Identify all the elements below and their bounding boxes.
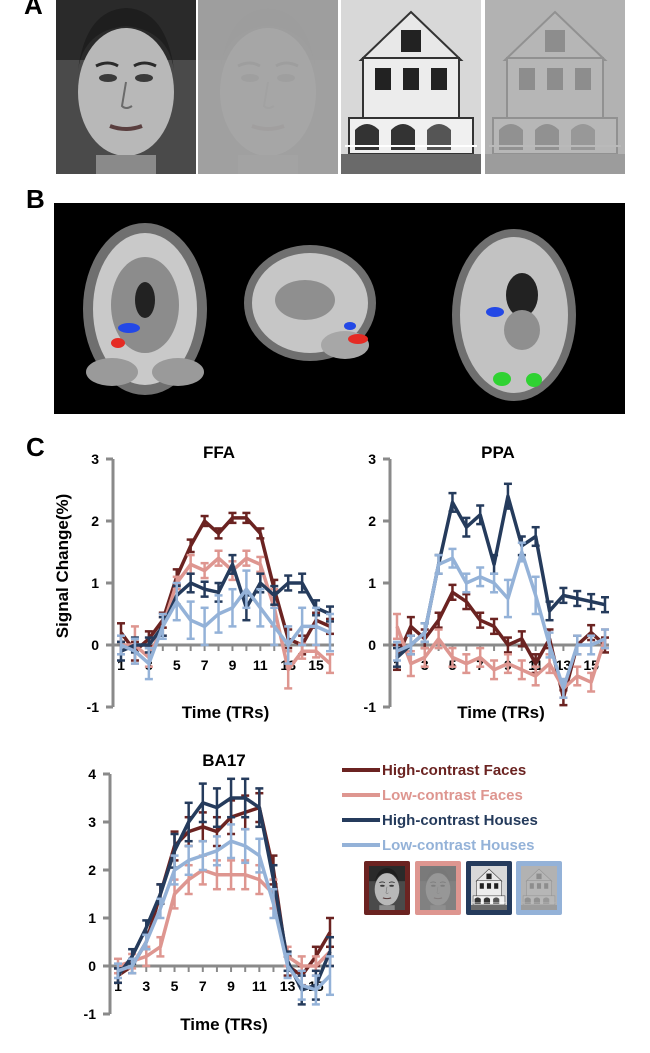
y-tick-label: 3: [368, 451, 376, 467]
y-tick-label: 4: [88, 766, 96, 782]
x-axis-label: Time (TRs): [182, 703, 270, 722]
x-tick-label: 11: [253, 657, 268, 673]
panel-label-a: A: [24, 0, 43, 20]
thumbnail-house-low-contrast: [516, 861, 562, 915]
series-line: [120, 587, 331, 666]
series-line: [396, 550, 606, 691]
roi-blue-coronal: [118, 323, 140, 333]
x-tick-label: 1: [114, 978, 122, 994]
y-axis-label: Signal Change(%): [53, 494, 72, 639]
chart-title: FFA: [203, 443, 235, 462]
series-low-contrast-houses: [393, 541, 609, 699]
y-tick-label: -1: [87, 699, 100, 715]
panel-label-c: C: [26, 432, 45, 462]
x-axis-label: Time (TRs): [180, 1015, 268, 1034]
y-tick-label: 2: [91, 513, 99, 529]
chart-ppa: PPA-1012313579111315Time (TRs): [364, 443, 609, 722]
y-tick-label: 0: [91, 637, 99, 653]
y-tick-label: 1: [368, 575, 376, 591]
series-low-contrast-houses: [117, 569, 334, 681]
y-tick-label: 0: [368, 637, 376, 653]
series-line: [120, 562, 331, 653]
legend: High-contrast Faces Low-contrast Faces Hig…: [342, 762, 538, 854]
stimulus-strip: [54, 0, 626, 176]
series-line: [395, 625, 607, 691]
y-tick-label: 2: [88, 862, 96, 878]
coronal-slice: [83, 223, 207, 395]
y-tick-label: 1: [91, 575, 99, 591]
chart-ffa: FFA-1012313579111315Time (TRs): [87, 443, 334, 722]
chart-title: BA17: [202, 751, 245, 770]
x-tick-label: 5: [173, 657, 181, 673]
roi-red-coronal: [111, 338, 125, 348]
y-tick-label: -1: [364, 699, 377, 715]
panel-label-b: B: [26, 184, 45, 214]
y-tick-label: 0: [88, 958, 96, 974]
thumbnail-house-high-contrast: [466, 861, 512, 915]
roi-green-right: [526, 373, 542, 387]
legend-label: High-contrast Houses: [382, 812, 538, 829]
brain-slices-panel: [54, 203, 625, 414]
series-line: [117, 868, 332, 968]
legend-label: High-contrast Faces: [382, 762, 526, 779]
x-tick-label: 11: [252, 978, 267, 994]
stimulus-face-high-contrast: [54, 0, 198, 176]
y-tick-label: 1: [88, 910, 96, 926]
series-line: [117, 805, 332, 978]
x-tick-label: 5: [171, 978, 179, 994]
legend-label: Low-contrast Faces: [382, 787, 523, 804]
roi-blue-sagittal: [344, 322, 356, 330]
x-tick-label: 9: [227, 978, 235, 994]
series-line: [119, 516, 331, 653]
y-tick-label: 3: [91, 451, 99, 467]
series-low-contrast-houses: [114, 823, 334, 1006]
thumbnail-face-high-contrast: [364, 861, 410, 915]
y-tick-label: 2: [368, 513, 376, 529]
thumbnail-face-low-contrast: [415, 861, 461, 915]
roi-green-left: [493, 372, 511, 386]
stimulus-house-high-contrast: [340, 0, 482, 175]
chart-ba17: BA17-10123413579111315Time (TRs): [84, 751, 334, 1034]
x-tick-label: 7: [199, 978, 207, 994]
x-tick-label: 13: [280, 978, 296, 994]
sagittal-slice: [244, 245, 376, 361]
chart-title: PPA: [481, 443, 515, 462]
x-tick-label: 3: [142, 978, 150, 994]
roi-red-sagittal: [348, 334, 368, 344]
x-tick-label: 1: [117, 657, 125, 673]
x-tick-label: 9: [229, 657, 237, 673]
series-low-contrast-faces: [114, 854, 334, 977]
legend-stimulus-thumbnails: [364, 861, 562, 915]
x-axis-label: Time (TRs): [457, 703, 545, 722]
y-tick-label: 3: [88, 814, 96, 830]
x-tick-label: 13: [556, 657, 572, 673]
x-tick-label: 7: [201, 657, 209, 673]
x-tick-label: 15: [308, 657, 324, 673]
series-line: [117, 839, 332, 992]
axial-slice: [452, 229, 576, 401]
legend-label: Low-contrast Houses: [382, 837, 535, 854]
roi-blue-axial: [486, 307, 504, 317]
y-tick-label: -1: [84, 1006, 97, 1022]
